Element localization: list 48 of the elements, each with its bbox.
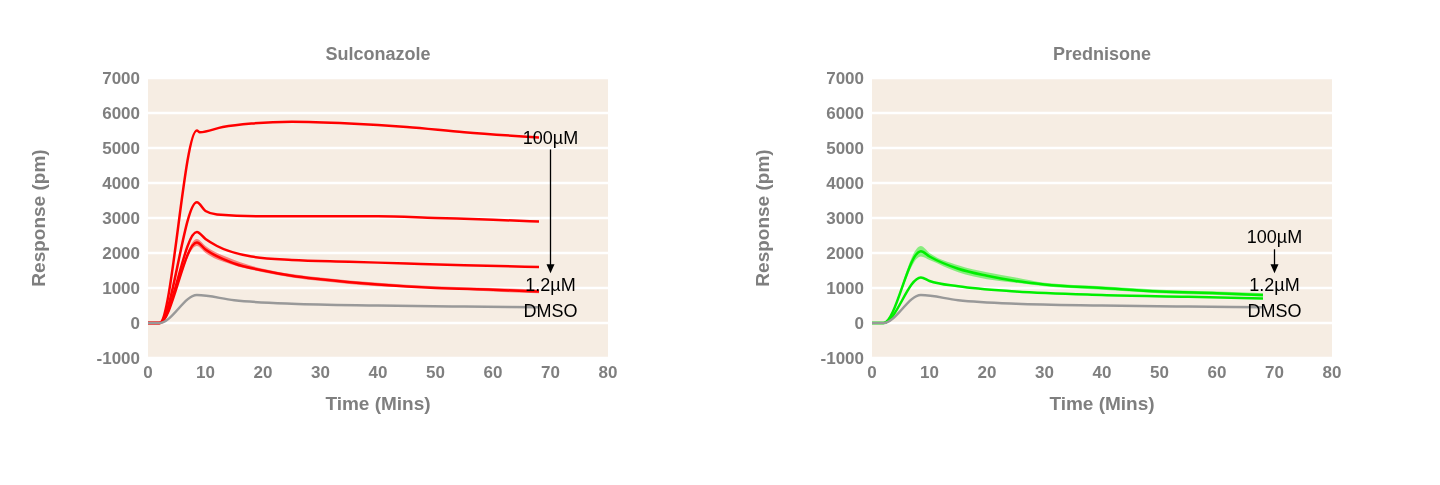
x-tick-label: 70 [541, 363, 560, 383]
y-tick-label: 0 [854, 314, 864, 334]
x-tick-label: 0 [867, 363, 877, 383]
x-tick-label: 20 [253, 363, 273, 383]
x-tick-label: 0 [143, 363, 153, 383]
y-tick-label: 2000 [826, 244, 864, 264]
y-tick-label: 7000 [826, 69, 864, 89]
x-axis-title: Time (Mins) [325, 393, 431, 414]
y-tick-label: 4000 [102, 174, 140, 194]
x-tick-label: 50 [426, 363, 445, 383]
x-tick-label: 60 [483, 363, 503, 383]
x-tick-label: 80 [1322, 363, 1342, 383]
y-tick-label: -1000 [820, 349, 864, 369]
annotation: DMSO [1247, 301, 1302, 322]
x-tick-label: 10 [920, 363, 939, 383]
x-tick-label: 30 [1035, 363, 1054, 383]
y-axis-title: Response (pm) [27, 149, 49, 287]
y-tick-label: 3000 [102, 209, 140, 229]
chart-title: Prednisone [1052, 44, 1152, 65]
y-tick-label: -1000 [96, 349, 140, 369]
y-tick-label: 4000 [826, 174, 864, 194]
x-tick-label: 20 [977, 363, 997, 383]
x-tick-label: 40 [1092, 363, 1112, 383]
y-tick-label: 6000 [102, 104, 140, 124]
x-tick-label: 30 [311, 363, 330, 383]
x-axis-title: Time (Mins) [1049, 393, 1155, 414]
annotation: 100µM [1246, 227, 1303, 248]
x-tick-label: 60 [1207, 363, 1227, 383]
y-tick-label: 5000 [102, 139, 140, 159]
x-tick-label: 50 [1150, 363, 1169, 383]
annotation: 100µM [522, 127, 579, 148]
y-tick-label: 2000 [102, 244, 140, 264]
annotation: 1.2µM [525, 275, 576, 296]
y-tick-label: 3000 [826, 209, 864, 229]
y-tick-label: 1000 [826, 279, 864, 299]
x-tick-label: 80 [598, 363, 618, 383]
y-tick-label: 6000 [826, 104, 864, 124]
y-tick-label: 7000 [102, 69, 140, 89]
x-tick-label: 40 [368, 363, 388, 383]
annotation: DMSO [523, 301, 578, 322]
y-tick-label: 5000 [826, 139, 864, 159]
annotation: 1.2µM [1249, 275, 1300, 296]
chart-title: Sulconazole [324, 44, 432, 65]
x-tick-label: 10 [196, 363, 215, 383]
y-axis-title: Response (pm) [751, 149, 773, 287]
y-tick-label: 0 [130, 314, 140, 334]
y-tick-label: 1000 [102, 279, 140, 299]
x-tick-label: 70 [1265, 363, 1284, 383]
